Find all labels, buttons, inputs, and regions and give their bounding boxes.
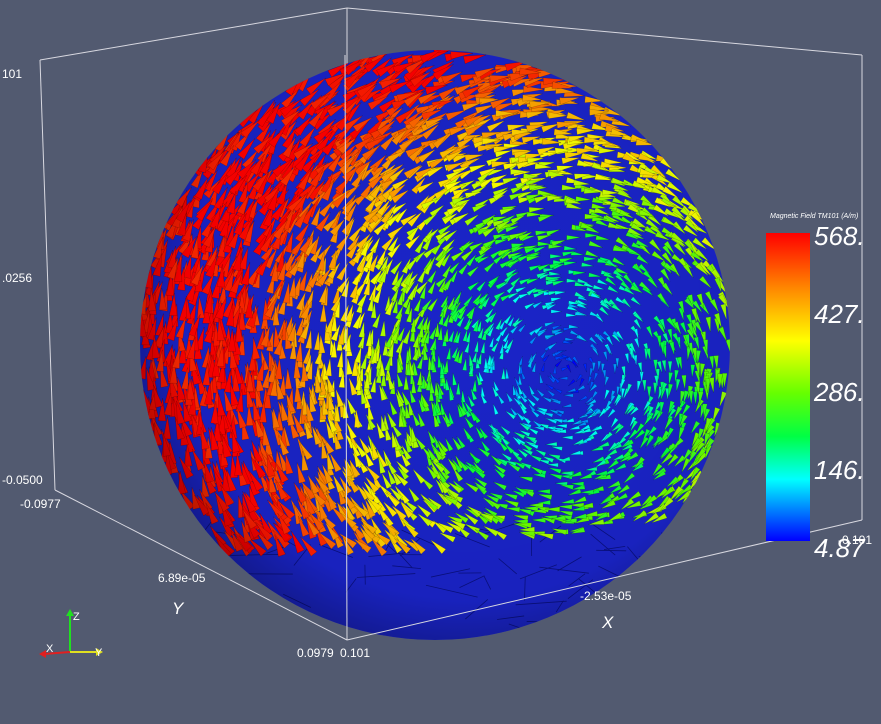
color-legend[interactable]: Magnetic Field TM101 (A/m) 568. 427. 286… — [766, 213, 866, 563]
y-tick-start: -0.0977 — [20, 497, 61, 511]
z-tick-bottom: -0.0500 — [2, 473, 43, 487]
triad-y-label: Y — [95, 647, 103, 659]
z-tick-top: 101 — [2, 67, 22, 81]
orientation-triad: Z Y X — [39, 609, 103, 659]
axis-labels: 101 .0256 -0.0500 -0.0977 6.89e-05 0.097… — [2, 67, 872, 660]
colorbar-label-2: 427. — [814, 299, 865, 329]
x-axis-arrow — [43, 651, 71, 655]
colorbar-label-4: 146. — [814, 455, 865, 485]
y-tick-end: 0.0979 — [297, 646, 334, 660]
triad-x-label: X — [46, 643, 54, 655]
bounding-box-front — [39, 54, 863, 641]
x-tick-start: 0.101 — [340, 646, 370, 660]
sphere-glyph-field[interactable] — [130, 40, 750, 650]
x-axis-title: X — [601, 613, 614, 632]
triad-z-label: Z — [73, 611, 80, 623]
x-tick-mid: -2.53e-05 — [580, 589, 632, 603]
colorbar-label-min: 4.87 — [814, 533, 866, 563]
z-tick-mid: .0256 — [2, 271, 32, 285]
y-axis-title: Y — [172, 599, 185, 618]
x-tick-end: -0.101 — [838, 533, 872, 547]
y-tick-mid: 6.89e-05 — [158, 571, 206, 585]
colorbar-label-3: 286. — [813, 377, 865, 407]
colorbar-gradient — [766, 233, 810, 541]
colorbar-label-max: 568. — [814, 221, 865, 251]
colorbar-title: Magnetic Field TM101 (A/m) — [770, 213, 858, 220]
